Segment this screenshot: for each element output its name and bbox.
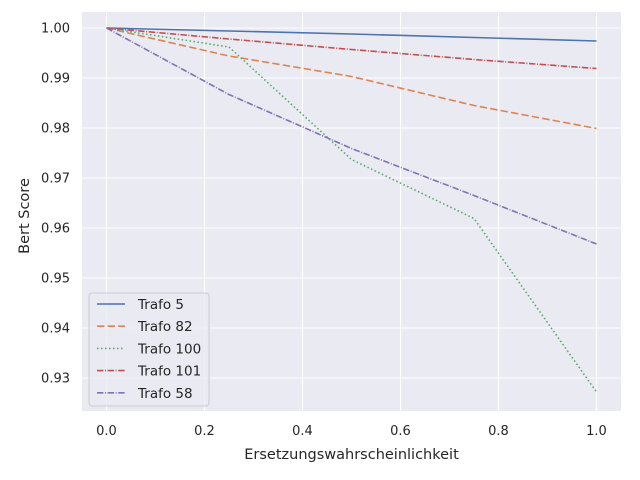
legend-entry: Trafo 82 bbox=[137, 319, 193, 335]
y-tick-label: 0.94 bbox=[41, 322, 70, 337]
y-axis-label: Bert Score bbox=[17, 178, 33, 254]
y-tick-labels: 0.93 0.94 0.95 0.96 0.97 0.98 0.99 1.00 bbox=[41, 22, 70, 387]
x-axis-label: Ersetzungswahrscheinlichkeit bbox=[244, 447, 459, 463]
series-line-trafo-58 bbox=[106, 27, 597, 245]
series-line-trafo-100 bbox=[106, 27, 598, 393]
series-line-trafo-101 bbox=[106, 27, 597, 70]
x-tick-label: 0.0 bbox=[96, 424, 117, 439]
legend-entry: Trafo 100 bbox=[137, 341, 201, 357]
series-line-trafo-82 bbox=[106, 27, 597, 130]
legend: Trafo 5 Trafo 82 Trafo 100 Trafo 101 Trafo 5… bbox=[88, 292, 210, 407]
series-lines bbox=[106, 27, 598, 393]
legend-box bbox=[88, 292, 210, 407]
x-tick-label: 0.4 bbox=[292, 424, 313, 439]
y-tick-label: 0.98 bbox=[41, 122, 70, 137]
x-tick-labels: 0.0 0.2 0.4 0.6 0.8 1.0 bbox=[96, 424, 607, 439]
x-tick-label: 1.0 bbox=[586, 424, 607, 439]
y-tick-label: 0.99 bbox=[41, 72, 70, 87]
series-line-trafo-5 bbox=[106, 27, 597, 42]
x-tick-label: 0.2 bbox=[194, 424, 215, 439]
y-tick-label: 0.93 bbox=[41, 372, 70, 387]
x-tick-label: 0.6 bbox=[390, 424, 411, 439]
legend-entry: Trafo 101 bbox=[137, 364, 201, 380]
legend-entry: Trafo 58 bbox=[137, 386, 193, 402]
legend-entry: Trafo 5 bbox=[137, 297, 184, 313]
y-tick-label: 0.96 bbox=[41, 222, 70, 237]
y-tick-label: 1.00 bbox=[41, 22, 70, 37]
y-tick-label: 0.97 bbox=[41, 172, 70, 187]
x-tick-label: 0.8 bbox=[488, 424, 509, 439]
y-tick-label: 0.95 bbox=[41, 272, 70, 287]
